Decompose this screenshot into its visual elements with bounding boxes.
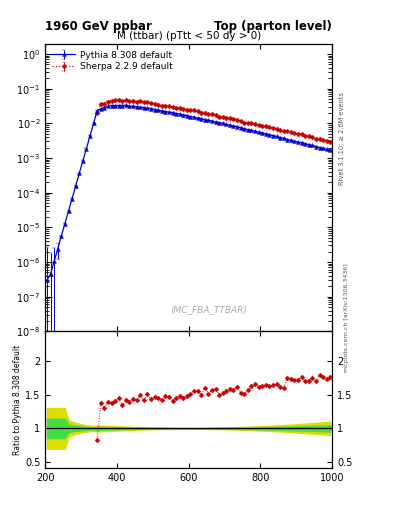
Text: Top (parton level): Top (parton level): [214, 20, 332, 33]
Y-axis label: Ratio to Pythia 8.308 default: Ratio to Pythia 8.308 default: [13, 345, 22, 455]
Text: 1960 GeV ppbar: 1960 GeV ppbar: [45, 20, 152, 33]
Text: (MC_FBA_TTBAR): (MC_FBA_TTBAR): [170, 305, 247, 314]
Legend: Pythia 8.308 default, Sherpa 2.2.9 default: Pythia 8.308 default, Sherpa 2.2.9 defau…: [50, 48, 175, 74]
Text: M (ttbar) (pTtt < 50 dy > 0): M (ttbar) (pTtt < 50 dy > 0): [116, 31, 261, 40]
Text: Rivet 3.1.10; ≥ 2.6M events: Rivet 3.1.10; ≥ 2.6M events: [339, 92, 345, 185]
Text: mcplots.cern.ch [arXiv:1306.3436]: mcplots.cern.ch [arXiv:1306.3436]: [344, 263, 349, 372]
